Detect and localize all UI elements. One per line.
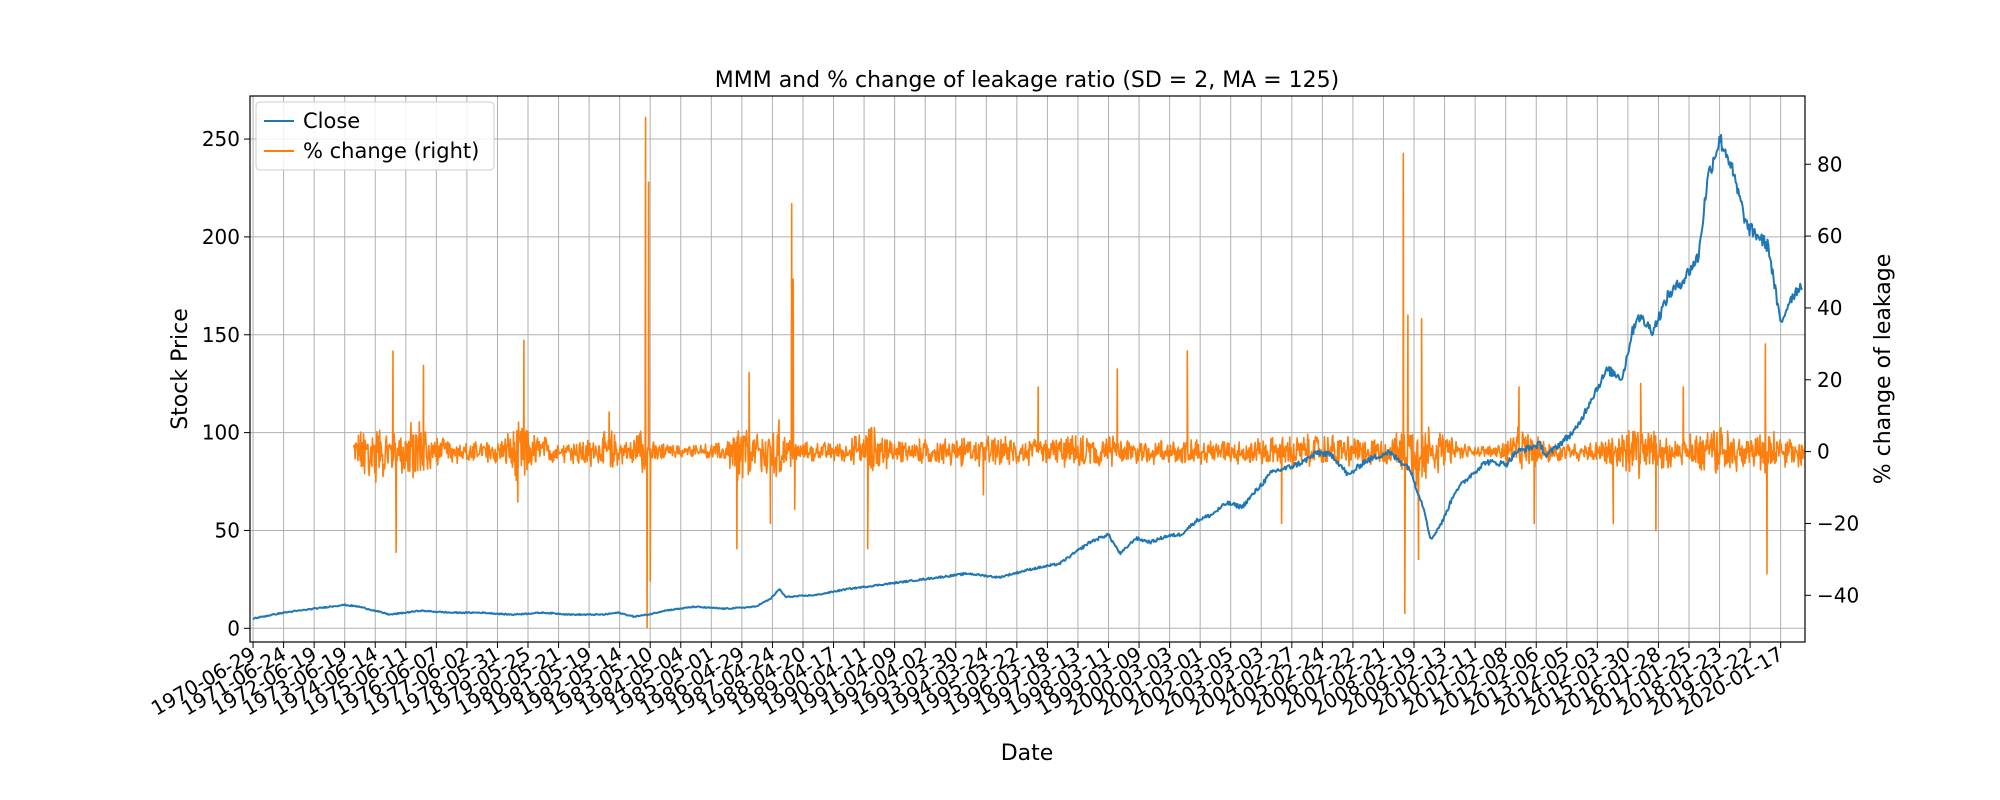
y-tick-label: 250 <box>202 127 240 151</box>
y-right-tick-label: 0 <box>1817 440 1830 464</box>
y-tick-label: 200 <box>202 225 240 249</box>
y-right-tick-label: −40 <box>1817 583 1859 607</box>
series-close <box>252 133 1803 620</box>
y-right-tick-label: 80 <box>1817 152 1842 176</box>
y-right-tick-label: 40 <box>1817 296 1842 320</box>
chart-title: MMM and % change of leakage ratio (SD = … <box>715 68 1339 93</box>
series-percent-change <box>352 116 1805 629</box>
grid-lines <box>250 96 1805 642</box>
legend-box <box>255 101 495 171</box>
y-tick-label: 0 <box>227 616 240 640</box>
legend-label-close: Close <box>303 109 360 133</box>
y-axis-title: Stock Price <box>168 308 193 430</box>
plot-frame <box>249 95 1806 643</box>
y-axis-right-title: % change of leakage <box>1871 254 1896 485</box>
legend-label-percent-change: % change (right) <box>303 139 479 163</box>
legend: Close % change (right) <box>255 101 495 171</box>
y-right-tick-label: −20 <box>1817 511 1859 535</box>
y-right-tick-label: 20 <box>1817 368 1842 392</box>
y-tick-label: 100 <box>202 421 240 445</box>
percent-change-line <box>352 116 1805 629</box>
y-tick-label: 150 <box>202 323 240 347</box>
axis-ticks: 1970-06-291971-06-241972-06-191973-06-19… <box>147 127 1859 720</box>
y-tick-label: 50 <box>215 518 240 542</box>
close-price-line <box>252 133 1803 620</box>
y-right-tick-label: 60 <box>1817 224 1842 248</box>
x-axis-title: Date <box>1001 741 1054 766</box>
